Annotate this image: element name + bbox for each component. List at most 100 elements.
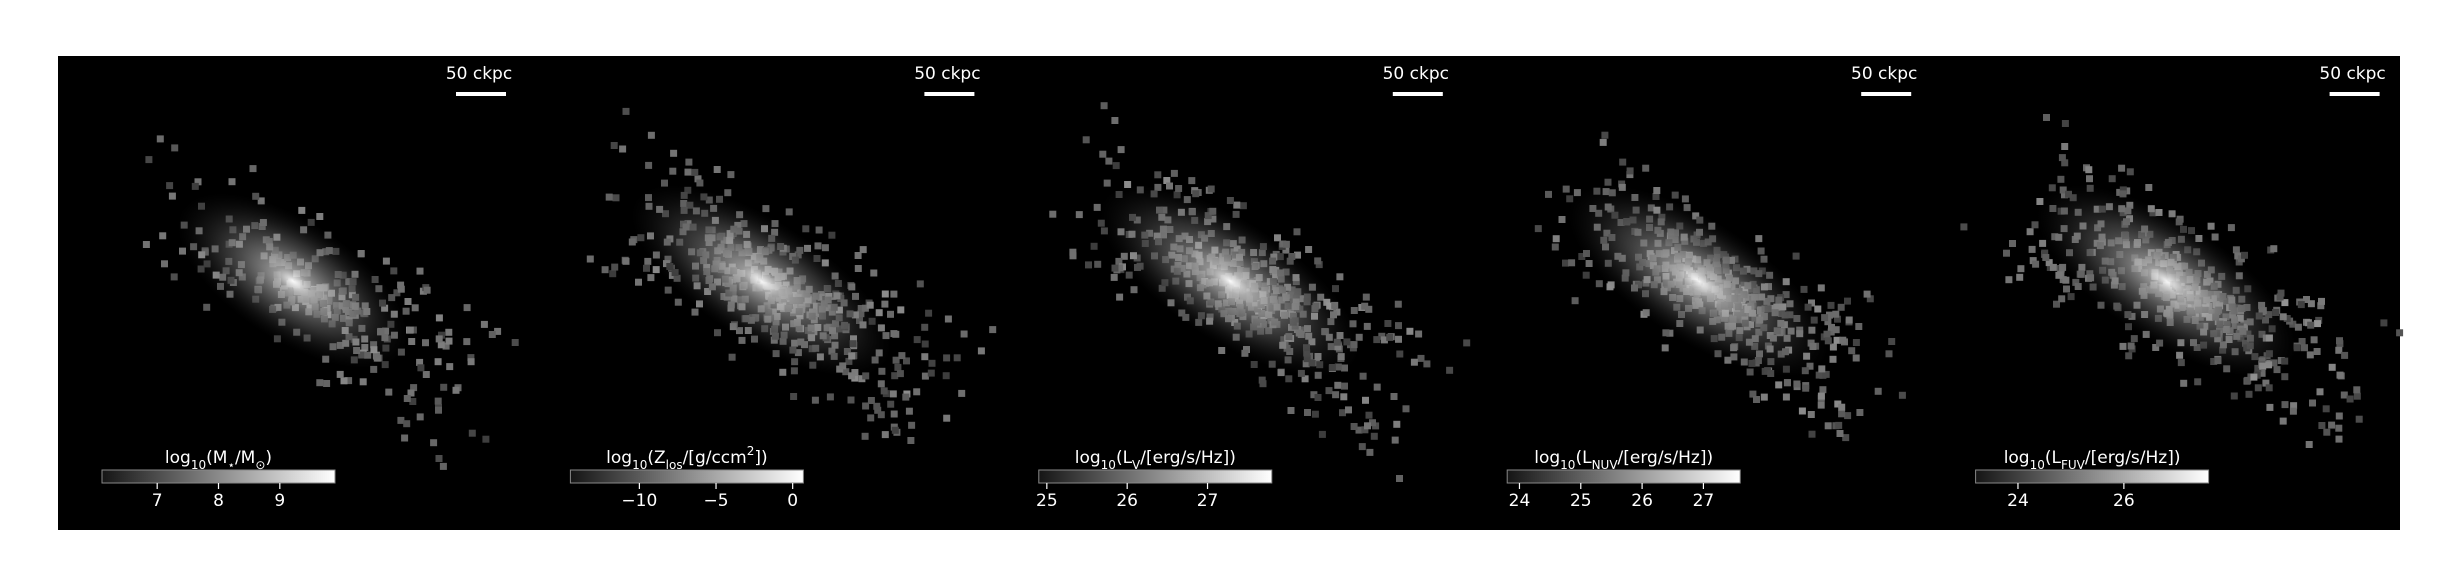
- pixel: [1207, 185, 1215, 193]
- pixel: [1822, 370, 1830, 378]
- pixel: [1361, 426, 1369, 434]
- pixel: [1305, 246, 1313, 253]
- pixel: [1373, 383, 1381, 391]
- pixel: [2303, 296, 2310, 303]
- pixel: [2061, 143, 2069, 150]
- pixel: [434, 358, 442, 366]
- pixel: [411, 304, 419, 312]
- pixel: [1402, 405, 1410, 413]
- pixel: [2270, 245, 2278, 253]
- pixel: [887, 310, 894, 318]
- pixel: [925, 309, 933, 317]
- pixel: [854, 265, 862, 272]
- pixel: [1848, 347, 1856, 355]
- pixel: [814, 242, 822, 250]
- pixel: [2322, 405, 2330, 413]
- label-part: 10: [1560, 458, 1575, 472]
- pixel: [785, 208, 793, 216]
- pixel: [2041, 249, 2049, 257]
- pixel: [488, 331, 496, 338]
- colorbar: [101, 469, 336, 484]
- pixel: [397, 285, 405, 293]
- pixel: [1823, 330, 1831, 338]
- pixel: [1807, 411, 1815, 418]
- label-part: (L: [1116, 448, 1133, 468]
- pixel: [1362, 396, 1369, 404]
- pixel: [1111, 264, 1119, 272]
- pixel: [2145, 184, 2153, 191]
- pixel: [1154, 171, 1162, 179]
- pixel: [422, 339, 429, 347]
- pixel: [2318, 297, 2325, 305]
- pixel: [1314, 394, 1322, 401]
- pixel: [2119, 186, 2127, 194]
- pixel: [1817, 392, 1825, 400]
- pixel: [2355, 415, 2363, 423]
- pixel: [1340, 393, 1348, 401]
- pixel: [416, 267, 424, 275]
- pixel: [908, 421, 916, 429]
- pixel: [446, 363, 454, 371]
- label-part: /[g/ccm: [683, 448, 747, 468]
- pixel: [622, 257, 630, 265]
- pixel: [159, 232, 167, 240]
- pixel: [494, 327, 502, 335]
- colorbar-tick-label: 24: [1509, 491, 1531, 511]
- pixel: [1170, 169, 1178, 177]
- pixel: [2279, 417, 2287, 425]
- pixel: [2266, 403, 2274, 411]
- pixel: [482, 435, 490, 443]
- pixel: [2028, 245, 2036, 253]
- pixel: [2130, 335, 2138, 343]
- pixel: [610, 142, 618, 149]
- pixel: [1116, 264, 1124, 272]
- pixel: [1671, 191, 1679, 199]
- colorbar-tick-label: 9: [274, 491, 285, 511]
- pixel: [1582, 271, 1590, 279]
- pixel: [1838, 403, 1846, 411]
- pixel: [2067, 293, 2075, 301]
- pixel: [664, 286, 672, 294]
- pixel: [435, 406, 442, 414]
- pixel: [1746, 368, 1754, 376]
- pixel: [1358, 443, 1366, 451]
- label-part: (L: [1575, 448, 1592, 468]
- pixel: [854, 252, 862, 259]
- pixel: [1373, 336, 1381, 344]
- pixel: [1111, 117, 1119, 124]
- pixel: [611, 263, 619, 271]
- pixel: [316, 379, 324, 387]
- pixel: [166, 182, 174, 190]
- pixel: [691, 168, 699, 176]
- pixel: [1599, 138, 1607, 146]
- pixel: [881, 290, 889, 298]
- pixel: [586, 255, 594, 263]
- pixel: [1578, 253, 1586, 260]
- pixel: [2309, 399, 2316, 407]
- pixel: [669, 167, 677, 175]
- pixel: [1369, 419, 1376, 427]
- pixel: [468, 429, 476, 437]
- pixel: [179, 247, 186, 255]
- label-part: NUV: [1592, 458, 1619, 472]
- scale-bar-label: 50 ckpc: [1383, 64, 1449, 84]
- galaxy-glow: [631, 185, 892, 377]
- pixel: [2086, 175, 2093, 183]
- pixel: [902, 393, 910, 401]
- pixel: [903, 357, 910, 365]
- pixel: [440, 383, 448, 391]
- pixel: [2232, 246, 2240, 254]
- pixel: [670, 149, 678, 157]
- pixel: [1239, 202, 1247, 210]
- pixel: [619, 145, 627, 153]
- pixel: [2058, 295, 2066, 303]
- pixel: [1380, 336, 1388, 344]
- pixel: [1829, 355, 1837, 363]
- pixel: [887, 400, 895, 408]
- pixel: [2250, 373, 2258, 381]
- colorbar-label: log10(LNUV/[erg/s/Hz]): [1534, 448, 1713, 472]
- pixel: [1534, 225, 1542, 233]
- pixel: [2043, 114, 2050, 121]
- pixel: [1604, 178, 1612, 186]
- pixel: [2318, 422, 2326, 429]
